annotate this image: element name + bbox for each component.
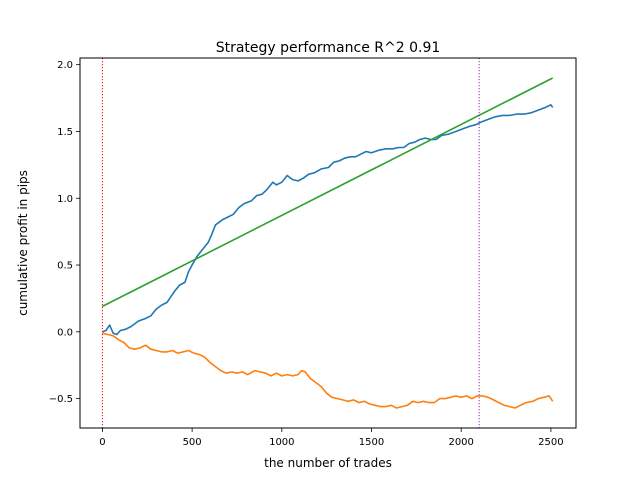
x-axis: 0 500 1000 1500 2000 2500 — [99, 428, 564, 448]
chart-title: Strategy performance R^2 0.91 — [216, 40, 441, 56]
plot-area — [101, 58, 554, 428]
axes-frame — [79, 57, 577, 429]
y-tick-label: −0.5 — [49, 394, 73, 405]
y-tick-label: 1.5 — [57, 127, 73, 138]
series-line-3 — [102, 77, 554, 308]
x-tick-label: 2500 — [538, 437, 563, 448]
y-tick-label: 2.0 — [57, 60, 73, 71]
series-line-2 — [102, 332, 554, 409]
y-tick-label: 0.5 — [57, 261, 73, 272]
y-tick-label: 0.0 — [57, 327, 73, 338]
y-axis-label: cumulative profit in pips — [16, 170, 30, 316]
x-tick-label: 0 — [99, 437, 105, 448]
x-tick-label: 1000 — [269, 437, 294, 448]
y-axis: −0.5 0.0 0.5 1.0 1.5 2.0 — [49, 60, 80, 405]
series-line-1 — [102, 104, 554, 336]
x-tick-label: 2000 — [448, 437, 473, 448]
y-tick-label: 1.0 — [57, 194, 73, 205]
x-tick-label: 500 — [183, 437, 202, 448]
x-axis-label: the number of trades — [264, 456, 392, 470]
x-tick-label: 1500 — [359, 437, 384, 448]
